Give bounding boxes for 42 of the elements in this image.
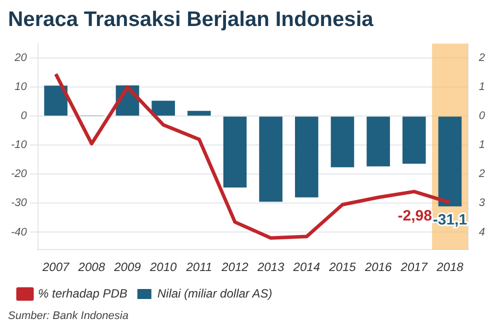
bar [438, 116, 462, 206]
y2-tick-label: 1 [478, 81, 486, 94]
x-tick-label: 2007 [41, 260, 70, 274]
data-label: -2,98 [398, 208, 432, 225]
y2-tick-label: 3 [478, 197, 486, 210]
y2-tick-label: 2 [478, 52, 486, 64]
x-tick-label: 2015 [328, 260, 356, 274]
bar [402, 116, 426, 164]
y-tick-label: -10 [10, 139, 28, 152]
x-tick-label: 2010 [148, 260, 177, 274]
y2-tick-label: 1 [478, 139, 486, 152]
text: Sumber: Bank Indonesia [8, 310, 130, 322]
y-tick-label: -30 [10, 197, 28, 210]
x-tick-label: 2011 [185, 260, 212, 274]
x-tick-label: 2012 [220, 260, 249, 274]
y-tick-label: 10 [14, 81, 28, 94]
y2-tick-label: 4 [478, 226, 486, 238]
bar [330, 116, 354, 168]
bar [44, 86, 68, 116]
bar [294, 116, 318, 198]
y-tick-label: -40 [10, 226, 28, 238]
legend-label: % terhadap PDB [38, 286, 128, 300]
y2-tick-label: 0 [478, 110, 486, 122]
x-tick-label: 2017 [400, 260, 429, 274]
x-tick-label: 2009 [113, 260, 142, 274]
x-tick-label: 2018 [436, 260, 464, 274]
x-tick-label: 2013 [256, 260, 284, 274]
x-tick-label: 2014 [292, 260, 320, 274]
y-tick-label: -20 [10, 168, 28, 180]
data-label: -31,1 [432, 212, 468, 229]
bar [366, 116, 390, 166]
y-tick-label: 0 [20, 110, 28, 122]
y2-tick-label: 2 [478, 168, 486, 180]
x-tick-label: 2008 [77, 260, 106, 274]
bar [223, 116, 247, 188]
bar [259, 116, 282, 202]
chart-title: Neraca Transaksi Berjalan Indonesia [8, 8, 374, 32]
x-tick-label: 2016 [364, 260, 392, 274]
legend-label: Nilai (miliar dollar AS) [157, 286, 272, 300]
y-tick-label: 20 [14, 52, 28, 64]
bar [152, 100, 175, 116]
bar [187, 110, 211, 116]
